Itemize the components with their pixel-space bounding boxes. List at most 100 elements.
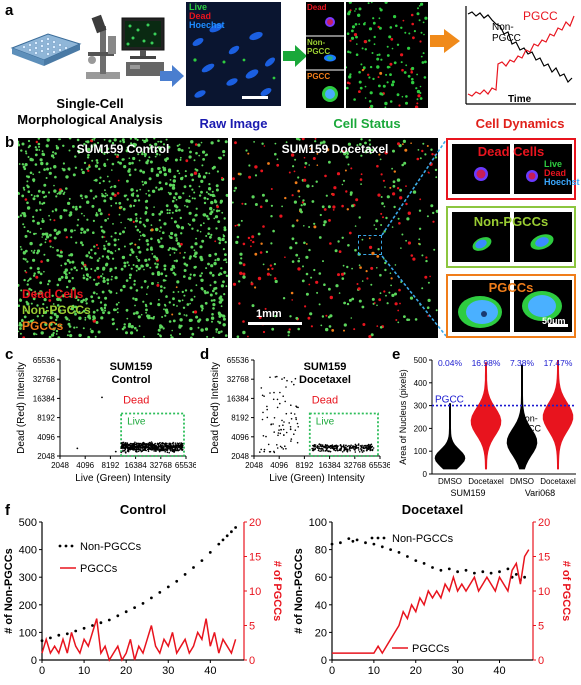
cell-dot — [207, 227, 211, 230]
cell-dot — [348, 75, 352, 79]
cell-dot — [270, 188, 273, 190]
cell-dot — [176, 144, 179, 147]
cell-dot — [35, 275, 39, 279]
cell-dot — [190, 298, 194, 302]
cell-dot — [116, 307, 119, 310]
cell-dot — [242, 320, 245, 323]
cell-dot — [308, 164, 310, 166]
cell-dot — [178, 244, 182, 248]
live-point — [338, 449, 341, 451]
cell-dot — [218, 156, 222, 160]
cell-dot — [355, 35, 358, 39]
dead-point — [114, 450, 117, 453]
live-point — [327, 446, 329, 448]
y-axis-label: Dead (Red) Intensity — [16, 362, 27, 454]
cell-dot — [176, 225, 180, 229]
cell-dot — [411, 77, 414, 81]
live-point — [324, 446, 327, 449]
cell-dot — [134, 225, 137, 228]
inset-legend-dead: Dead — [544, 168, 567, 178]
cell-dot — [102, 279, 106, 283]
cell-dot — [188, 195, 191, 197]
live-point — [174, 449, 176, 451]
cell-dot — [202, 150, 206, 154]
cell-dot — [247, 335, 249, 338]
cell-dot — [40, 291, 44, 295]
arrow-right-icon — [430, 29, 460, 53]
cell-dot — [266, 272, 270, 276]
x-tick-label: 4096 — [270, 461, 288, 470]
threshold-label: PGCC — [435, 395, 464, 406]
nonpgcc-point — [175, 579, 179, 583]
cell-dot — [297, 189, 300, 193]
category-label: DMSO — [510, 477, 534, 486]
cell-dot — [235, 240, 239, 244]
cell-dot — [427, 298, 431, 302]
cell-dot — [423, 76, 427, 79]
cell-dot — [136, 257, 139, 260]
cell-dot — [402, 19, 405, 22]
cell-dot — [44, 238, 47, 241]
live-point — [345, 448, 348, 451]
cell-dot — [129, 218, 133, 222]
cell-dot — [171, 313, 174, 316]
cell-dot — [410, 254, 414, 257]
cell-dot — [110, 204, 113, 207]
cell-dot — [134, 168, 137, 171]
cell-dot — [248, 164, 251, 167]
cell-dot — [174, 233, 178, 237]
dead-point — [273, 431, 275, 433]
cell-dot — [67, 201, 71, 205]
cell-dot — [83, 161, 87, 165]
cell-dot — [165, 295, 168, 298]
nonpgcc-point — [107, 618, 111, 622]
cell-dot — [108, 213, 111, 216]
cell-dot — [403, 161, 407, 165]
cell-dot — [45, 163, 48, 166]
cell-dot — [356, 144, 359, 147]
cell-dot — [94, 269, 97, 272]
panel-label-c: c — [5, 346, 14, 363]
live-point — [139, 449, 142, 451]
cell-dot — [160, 237, 163, 240]
cell-dot — [224, 253, 227, 256]
cell-dot — [97, 141, 99, 144]
cell-dot — [158, 212, 162, 216]
cell-dot — [46, 138, 50, 142]
cell-dot — [122, 158, 125, 161]
cell-dot — [92, 310, 96, 314]
cell-dot — [82, 274, 85, 277]
cell-dot — [198, 173, 201, 175]
cell-dot — [72, 145, 75, 148]
cell-dot — [267, 268, 270, 271]
dead-point — [290, 412, 292, 414]
cell-dot — [27, 139, 31, 143]
cell-dot — [87, 314, 91, 319]
live-point — [349, 449, 351, 452]
cell-dot — [99, 301, 103, 304]
cell-dot — [422, 21, 425, 24]
cell-dot — [428, 172, 430, 174]
cell-dot — [376, 54, 379, 56]
nonpgcc-point — [158, 591, 162, 594]
y-tick-label: 32768 — [33, 375, 56, 384]
cell-dot — [388, 35, 392, 39]
cell-dot — [24, 309, 27, 312]
cell-dot — [90, 248, 93, 252]
cell-dot — [219, 199, 223, 203]
cell-dot — [325, 327, 329, 332]
cell-dot — [291, 299, 293, 301]
cell-dot — [392, 192, 396, 196]
cell-dot — [162, 166, 165, 169]
live-point — [354, 449, 356, 451]
cell-dot — [104, 189, 106, 192]
cell-dot — [345, 66, 348, 69]
cell-dot — [346, 208, 349, 211]
y-right-tick-label: 0 — [538, 655, 544, 667]
cell-dot — [213, 261, 217, 266]
cell-dot — [190, 289, 193, 292]
cell-dot — [158, 298, 160, 301]
cell-dot — [70, 229, 74, 233]
cell-dot — [167, 191, 170, 194]
cell-dot — [32, 180, 35, 183]
